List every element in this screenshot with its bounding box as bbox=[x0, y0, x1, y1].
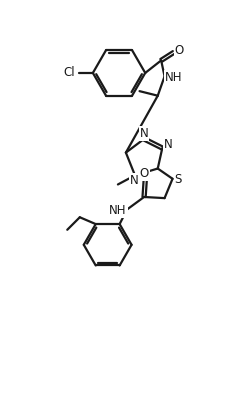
Text: N: N bbox=[129, 174, 138, 187]
Text: NH: NH bbox=[165, 71, 183, 84]
Text: NH: NH bbox=[109, 204, 127, 217]
Text: Cl: Cl bbox=[63, 67, 75, 80]
Text: N: N bbox=[164, 138, 172, 151]
Text: S: S bbox=[174, 173, 182, 186]
Text: O: O bbox=[139, 167, 149, 180]
Text: N: N bbox=[140, 127, 148, 140]
Text: O: O bbox=[175, 44, 184, 57]
